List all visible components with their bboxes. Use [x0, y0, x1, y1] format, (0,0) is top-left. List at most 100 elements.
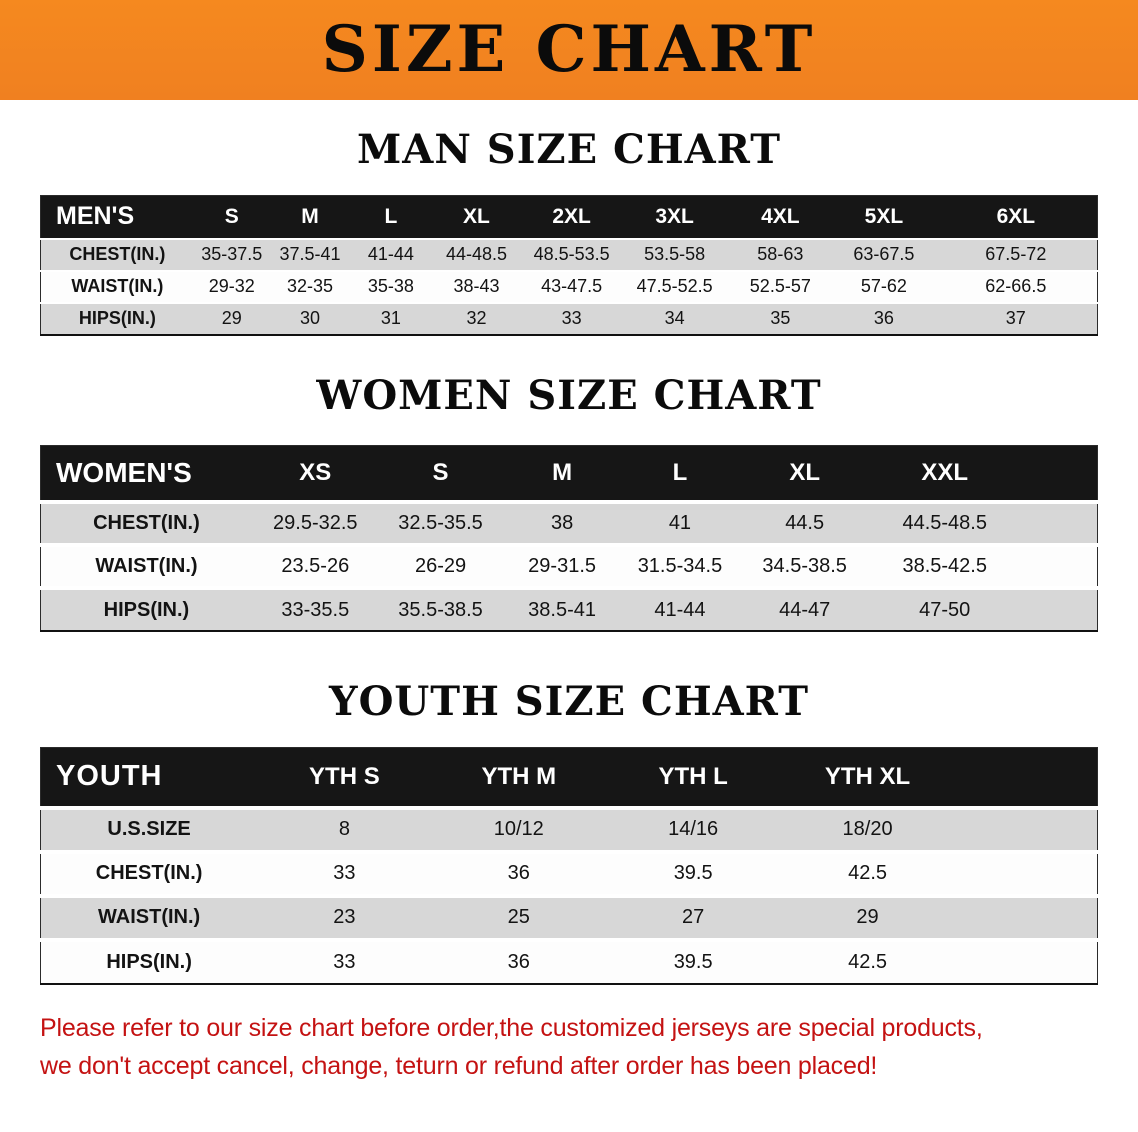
title-banner: SIZE CHART	[0, 0, 1138, 100]
size-value-cell: 35	[770, 308, 791, 328]
table-body: U.S.SIZE 8 10/12 14/16 18/20 CHEST(IN.) 33 36 39…	[40, 807, 1098, 984]
size-value-cell: 35.5-38.5	[398, 598, 483, 621]
disclaimer-line-2: we don't accept cancel, change, teturn o…	[40, 1052, 878, 1081]
size-value-cell: 25	[507, 906, 530, 928]
size-value-cell: 31	[380, 308, 401, 328]
size-value-cell: 67.5-72	[985, 244, 1047, 264]
measurement-label: U.S.SIZE	[107, 818, 191, 840]
disclaimer-line-1: Please refer to our size chart before or…	[40, 1013, 983, 1042]
size-column-header: L	[350, 195, 432, 239]
size-value-cell: 38.5-42.5	[902, 555, 987, 577]
size-value-cell: 38.5-41	[528, 598, 597, 621]
size-value-cell: 32.5-35.5	[398, 512, 483, 534]
size-value-cell: 48.5-53.5	[533, 244, 610, 264]
size-value-cell: 38	[550, 512, 574, 534]
measurement-label: CHEST(IN.)	[69, 244, 166, 264]
size-value-cell: 26-29	[414, 555, 467, 577]
size-value-cell: 57-62	[860, 276, 907, 296]
size-value-cell: 29.5-32.5	[273, 512, 358, 534]
size-value-cell: 33	[333, 950, 356, 973]
table-title-cell: MEN'S	[40, 195, 194, 239]
men-section-heading: MAN SIZE CHART	[357, 126, 781, 173]
size-value-cell: 42.5	[848, 950, 888, 973]
table-header-row: WOMEN'S XS S M L XL XXL	[40, 445, 1098, 502]
size-value-cell: 63-67.5	[853, 244, 915, 264]
size-column-header: 2XL	[521, 195, 622, 239]
size-column-header: XL	[431, 195, 522, 239]
size-value-cell: 44-47	[779, 598, 831, 621]
size-value-cell: 33-35.5	[281, 598, 350, 621]
size-value-cell: 37.5-41	[279, 244, 341, 264]
size-column-header: YTH M	[431, 747, 606, 808]
size-column-header: XS	[251, 445, 379, 502]
filler-cell	[955, 940, 1098, 984]
youth-table-wrap: YOUTH YTH S YTH M YTH L YTH XL U.S.SIZE 8 10/12…	[40, 747, 1098, 985]
size-value-cell: 53.5-58	[644, 244, 706, 264]
size-chart-page: SIZE CHART MAN SIZE CHART MEN'S S M L XL 2XL 3…	[0, 0, 1138, 1087]
size-value-cell: 18/20	[842, 818, 893, 840]
filler-cell	[1018, 588, 1097, 631]
men-size-section: MAN SIZE CHART MEN'S S M L XL 2XL 3XL 4XL 5XL 6XL…	[0, 126, 1138, 336]
size-column-header: 4XL	[727, 195, 834, 239]
filler-cell	[955, 808, 1098, 852]
size-value-cell: 30	[299, 308, 321, 328]
table-header: YOUTH YTH S YTH M YTH L YTH XL	[40, 747, 1098, 808]
size-value-cell: 31.5-34.5	[637, 555, 723, 577]
size-value-cell: 62-66.5	[985, 276, 1047, 296]
size-column-header: M	[502, 445, 622, 502]
size-value-cell: 23	[333, 906, 356, 928]
size-value-cell: 14/16	[668, 818, 719, 840]
size-column-header: S	[193, 195, 270, 239]
measurement-row: HIPS(IN.) 29 30 31 32 33 34 35 36 37	[40, 302, 1098, 335]
measurement-label: WAIST(IN.)	[95, 555, 198, 577]
table-title-cell: WOMEN'S	[40, 445, 252, 502]
size-column-header: 6XL	[934, 195, 1098, 239]
disclaimer-notice: Please refer to our size chart before or…	[40, 1009, 1098, 1087]
size-value-cell: 29-32	[208, 276, 255, 296]
size-column-header: YTH S	[257, 747, 432, 808]
size-column-header: YTH XL	[780, 747, 955, 808]
size-value-cell: 47-50	[919, 598, 971, 621]
measurement-row: WAIST(IN.) 23 25 27 29	[40, 895, 1098, 940]
page-title: SIZE CHART	[321, 12, 817, 87]
size-column-header: L	[621, 445, 739, 502]
size-column-header: 3XL	[621, 195, 728, 239]
measurement-label: CHEST(IN.)	[93, 512, 200, 534]
size-value-cell: 44.5-48.5	[902, 512, 987, 534]
women-table-wrap: WOMEN'S XS S M L XL XXL CHEST(IN.) 29.5-32.5 32.5…	[40, 444, 1098, 632]
size-column-header: M	[269, 195, 351, 239]
measurement-label: CHEST(IN.)	[95, 862, 203, 884]
size-column-header: XL	[738, 445, 872, 502]
size-value-cell: 36	[507, 862, 530, 884]
filler-cell	[1018, 445, 1098, 502]
measurement-label: HIPS(IN.)	[103, 598, 190, 621]
table-header: WOMEN'S XS S M L XL XXL	[40, 445, 1098, 502]
filler-cell	[955, 896, 1098, 940]
size-value-cell: 32	[466, 308, 487, 328]
size-column-header: S	[378, 445, 503, 502]
table-body: CHEST(IN.) 29.5-32.5 32.5-35.5 38 41 44.5 44.5…	[40, 502, 1098, 631]
youth-size-section: YOUTH SIZE CHART YOUTH YTH S YTH M YTH L YTH…	[0, 678, 1138, 985]
size-value-cell: 43-47.5	[541, 276, 603, 296]
measurement-row: U.S.SIZE 8 10/12 14/16 18/20	[40, 807, 1098, 852]
youth-size-table: YOUTH YTH S YTH M YTH L YTH XL U.S.SIZE 8 10/12…	[40, 747, 1098, 985]
measurement-row: HIPS(IN.) 33 36 39.5 42.5	[40, 939, 1098, 984]
measurement-label: HIPS(IN.)	[106, 950, 192, 973]
size-value-cell: 39.5	[673, 950, 713, 973]
size-value-cell: 41-44	[367, 244, 414, 264]
size-column-header: 5XL	[833, 195, 935, 239]
size-value-cell: 41	[668, 512, 692, 534]
size-value-cell: 34.5-38.5	[762, 555, 847, 577]
table-header-row: MEN'S S M L XL 2XL 3XL 4XL 5XL 6XL	[40, 195, 1098, 239]
size-value-cell: 41-44	[654, 598, 706, 621]
size-charts-main: MAN SIZE CHART MEN'S S M L XL 2XL 3XL 4XL 5XL 6XL…	[0, 126, 1138, 985]
measurement-label: WAIST(IN.)	[97, 906, 201, 928]
men-table-wrap: MEN'S S M L XL 2XL 3XL 4XL 5XL 6XL CHEST(IN.) 35-37…	[40, 195, 1098, 336]
size-value-cell: 44-48.5	[445, 244, 507, 264]
measurement-label: HIPS(IN.)	[78, 308, 156, 328]
size-value-cell: 8	[338, 818, 350, 840]
size-value-cell: 39.5	[673, 862, 713, 884]
measurement-row: HIPS(IN.) 33-35.5 35.5-38.5 38.5-41 41-44 44-…	[40, 588, 1098, 631]
measurement-row: WAIST(IN.) 29-32 32-35 35-38 38-43 43-47.5 47.…	[40, 270, 1098, 303]
size-value-cell: 33	[333, 862, 356, 884]
